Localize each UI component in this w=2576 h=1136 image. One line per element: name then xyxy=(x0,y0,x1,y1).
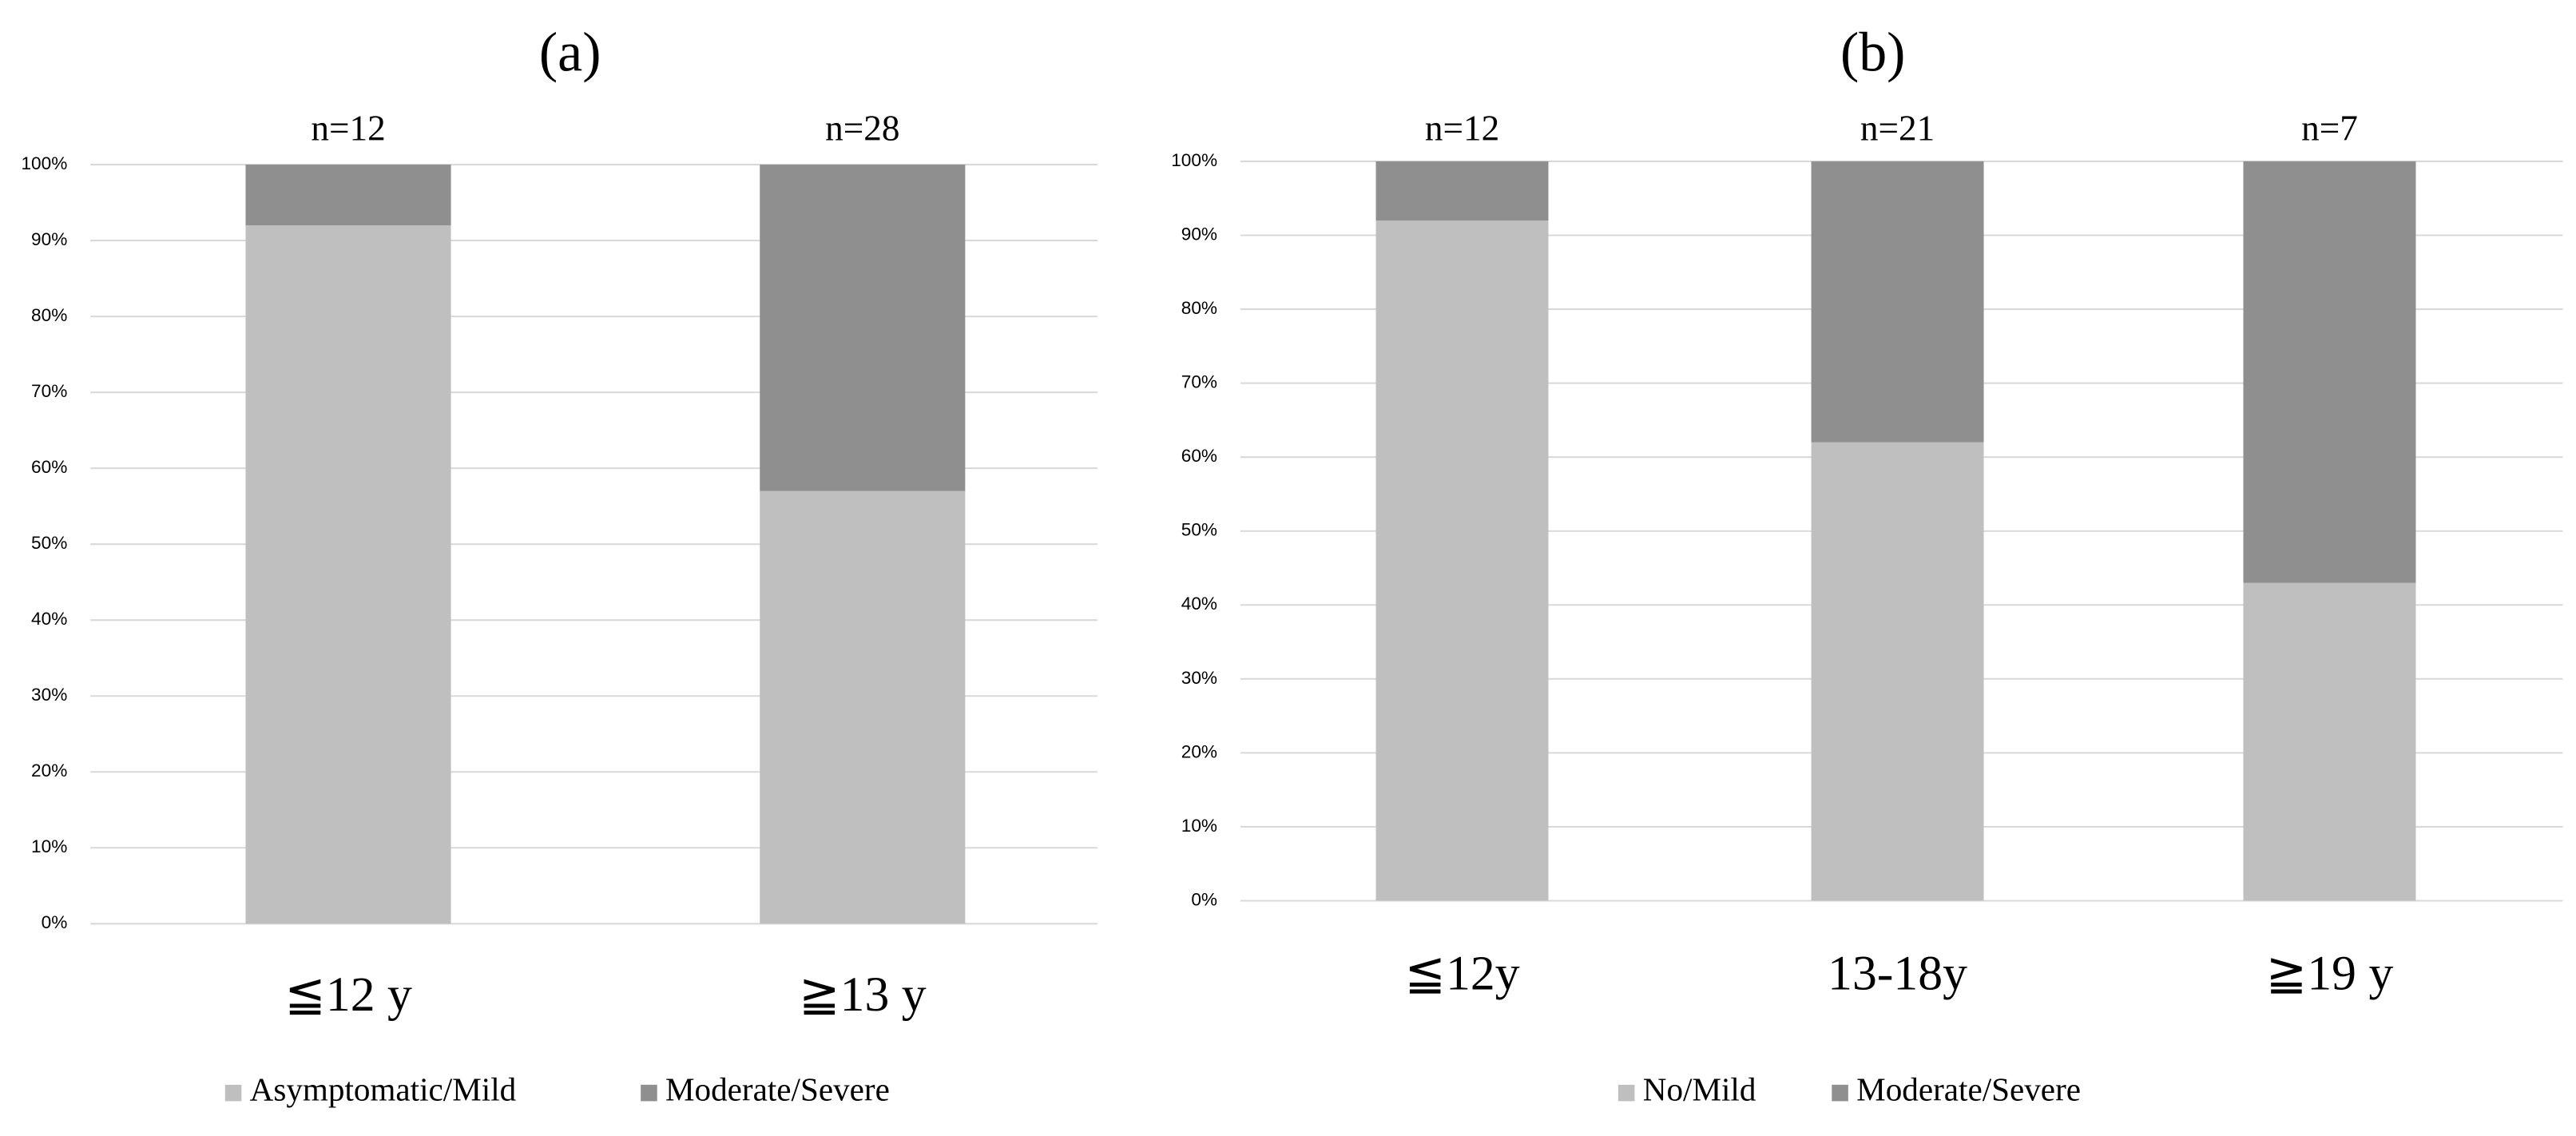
legend-swatch xyxy=(224,1084,242,1102)
legend-label: Asymptomatic/Mild xyxy=(250,1071,517,1108)
y-tick-label: 100% xyxy=(21,153,67,173)
y-tick-label: 10% xyxy=(31,836,67,856)
x-tick-label: ≧13 y xyxy=(799,967,927,1022)
x-tick-label: 13-18y xyxy=(1828,946,1967,1000)
x-tick-label: ≦12y xyxy=(1404,946,1519,1000)
bar-segment xyxy=(1375,220,1549,901)
sample-size-label: n=21 xyxy=(1860,108,1935,148)
bar-segment xyxy=(2243,161,2416,583)
y-tick-label: 50% xyxy=(31,533,67,553)
y-tick-label: 0% xyxy=(42,912,68,932)
x-tick-label: ≦12 y xyxy=(284,967,412,1022)
y-tick-label: 80% xyxy=(1181,298,1217,318)
legend-label: Moderate/Severe xyxy=(1856,1071,2081,1108)
bar-segment xyxy=(245,225,451,924)
y-tick-label: 40% xyxy=(31,609,67,629)
bar-segment xyxy=(1375,161,1549,220)
legend-label: No/Mild xyxy=(1643,1071,1756,1108)
y-tick-label: 60% xyxy=(31,457,67,477)
legend-swatch xyxy=(641,1084,657,1102)
bar-segment xyxy=(1811,442,1984,901)
y-tick-label: 90% xyxy=(1181,224,1217,244)
chart-title: (a) xyxy=(539,22,601,83)
sample-size-label: n=12 xyxy=(311,108,385,148)
legend-label: Moderate/Severe xyxy=(665,1071,890,1108)
bar-segment xyxy=(2243,582,2416,901)
y-tick-label: 100% xyxy=(1171,150,1217,170)
bar-segment xyxy=(760,165,966,491)
sample-size-label: n=12 xyxy=(1425,108,1499,148)
y-tick-label: 20% xyxy=(31,761,67,781)
bar-segment xyxy=(760,491,966,924)
bar-segment xyxy=(1811,161,1984,443)
y-tick-label: 0% xyxy=(1191,889,1217,909)
y-tick-label: 10% xyxy=(1181,816,1217,836)
y-tick-label: 70% xyxy=(31,381,67,401)
y-tick-label: 20% xyxy=(1181,741,1217,761)
y-tick-label: 80% xyxy=(31,305,67,325)
y-tick-label: 30% xyxy=(1181,668,1217,688)
sample-size-label: n=28 xyxy=(825,108,899,148)
x-tick-label: ≧19 y xyxy=(2266,946,2394,1000)
chart-title: (b) xyxy=(1840,22,1906,83)
y-tick-label: 50% xyxy=(1181,520,1217,540)
legend-swatch xyxy=(1617,1084,1635,1102)
y-tick-label: 90% xyxy=(31,229,67,249)
y-tick-label: 40% xyxy=(1181,594,1217,614)
y-tick-label: 70% xyxy=(1181,372,1217,392)
legend-swatch xyxy=(1832,1084,1848,1102)
y-tick-label: 30% xyxy=(31,685,67,705)
y-tick-label: 60% xyxy=(1181,446,1217,466)
sample-size-label: n=7 xyxy=(2301,108,2358,148)
bar-segment xyxy=(245,165,451,226)
